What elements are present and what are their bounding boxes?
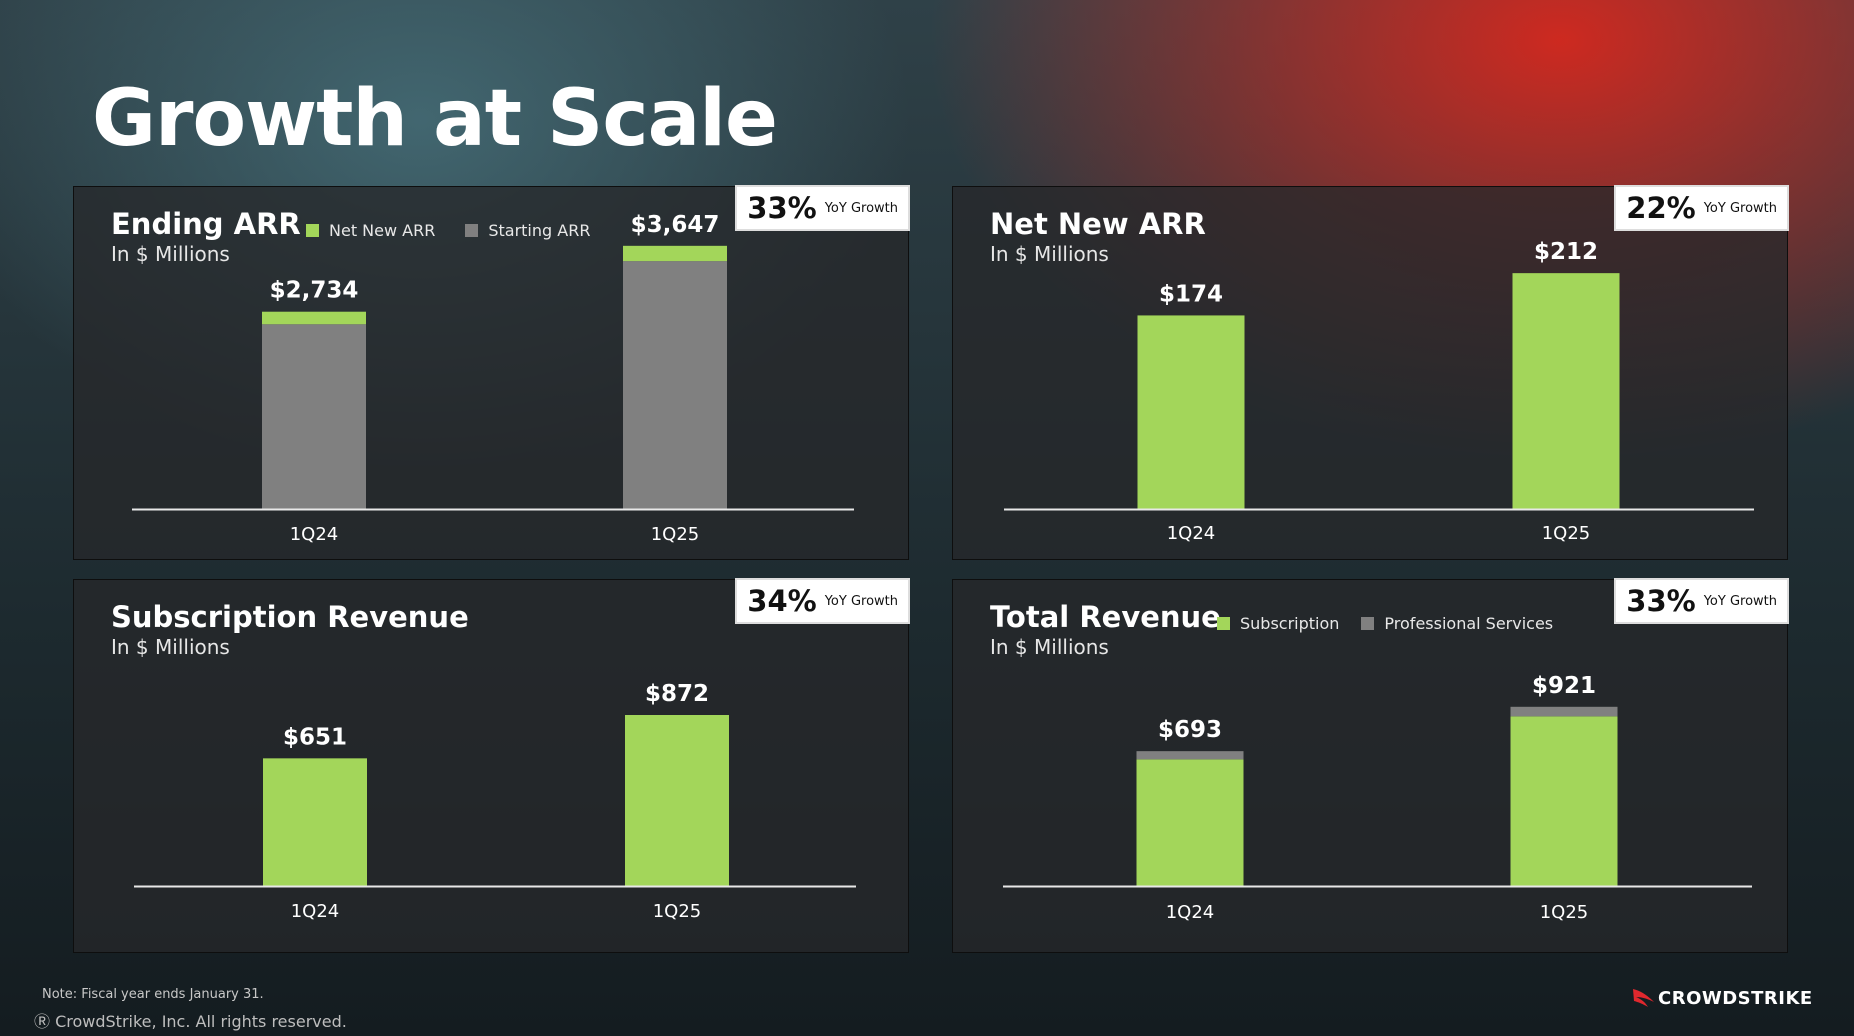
yoy-growth-badge: 33% YoY Growth <box>735 185 910 231</box>
yoy-growth-badge: 22% YoY Growth <box>1614 185 1789 231</box>
data-label: $872 <box>645 681 709 707</box>
net-new-arr-panel: Net New ARR In $ Millions 22% YoY Growth… <box>952 185 1789 560</box>
panel-title: Net New ARR <box>990 207 1206 241</box>
legend: Subscription Professional Services <box>1217 614 1553 633</box>
legend-swatch-green <box>306 224 319 237</box>
yoy-growth-badge: 34% YoY Growth <box>735 578 910 624</box>
legend-item-professional-services: Professional Services <box>1384 614 1554 633</box>
yoy-growth-label: YoY Growth <box>1703 200 1777 216</box>
bar-starting-arr-1q25 <box>623 261 727 509</box>
subscription-revenue-panel: Subscription Revenue In $ Millions 34% Y… <box>73 578 910 953</box>
legend-swatch-gray <box>465 224 479 237</box>
bar-net-new-arr-1q24 <box>262 311 366 325</box>
copyright-icon: Ⓡ <box>34 1012 56 1031</box>
data-label: $3,647 <box>631 212 720 238</box>
legend: Net New ARR Starting ARR <box>306 221 590 240</box>
copyright-text: CrowdStrike, Inc. All rights reserved. <box>55 1012 347 1031</box>
legend-item-net-new-arr: Net New ARR <box>329 221 436 240</box>
category-label: 1Q24 <box>290 524 339 545</box>
bar-value-1q24 <box>263 758 367 886</box>
legend-item-starting-arr: Starting ARR <box>488 221 591 240</box>
panel-subtitle: In $ Millions <box>990 242 1109 266</box>
category-label: 1Q25 <box>651 524 700 545</box>
legend-swatch-gray <box>1361 617 1375 630</box>
legend-item-subscription: Subscription <box>1240 614 1340 633</box>
category-label: 1Q25 <box>1540 902 1589 923</box>
copyright: Ⓡ CrowdStrike, Inc. All rights reserved. <box>34 1008 347 1032</box>
data-label: $693 <box>1158 717 1222 743</box>
panel-title: Subscription Revenue <box>111 600 469 634</box>
total-revenue-chart: $693 1Q24 $921 1Q25 <box>1003 673 1752 923</box>
yoy-growth-value: 34% <box>747 584 817 618</box>
page-title: Growth at Scale <box>92 74 778 164</box>
bar-professional-services-1q24 <box>1136 751 1244 760</box>
bar-net-new-arr-1q25 <box>623 245 727 262</box>
ending-arr-panel: Ending ARR In $ Millions Net New ARR Sta… <box>73 185 910 560</box>
subscription-revenue-chart: $651 1Q24 $872 1Q25 <box>134 681 856 922</box>
data-label: $212 <box>1534 239 1598 265</box>
bar-value-1q24 <box>1137 315 1245 509</box>
yoy-growth-value: 33% <box>747 191 817 225</box>
yoy-growth-label: YoY Growth <box>824 200 898 216</box>
footnote: Note: Fiscal year ends January 31. <box>42 987 264 1002</box>
net-new-arr-chart: $174 1Q24 $212 1Q25 <box>1004 239 1754 544</box>
bar-professional-services-1q25 <box>1510 706 1618 717</box>
data-label: $651 <box>283 724 347 750</box>
category-label: 1Q24 <box>1166 902 1215 923</box>
category-label: 1Q25 <box>1542 523 1591 544</box>
logo-text: CROWDSTRIKE <box>1658 987 1813 1009</box>
bar-subscription-1q25 <box>1510 716 1618 886</box>
ending-arr-chart: $2,734 1Q24 $3,647 1Q25 <box>132 212 854 545</box>
bar-subscription-1q24 <box>1136 759 1244 886</box>
panel-subtitle: In $ Millions <box>111 635 230 659</box>
bar-value-1q25 <box>625 715 729 886</box>
category-label: 1Q24 <box>1167 523 1216 544</box>
total-revenue-panel: Total Revenue In $ Millions Subscription… <box>952 578 1789 953</box>
category-label: 1Q25 <box>653 901 702 922</box>
category-label: 1Q24 <box>291 901 340 922</box>
panel-title: Ending ARR <box>111 207 301 241</box>
data-label: $174 <box>1159 281 1223 307</box>
yoy-growth-badge: 33% YoY Growth <box>1614 578 1789 624</box>
bar-starting-arr-1q24 <box>262 324 366 509</box>
crowdstrike-logo: CROWDSTRIKE <box>1632 985 1813 1011</box>
yoy-growth-label: YoY Growth <box>1703 593 1777 609</box>
panel-subtitle: In $ Millions <box>111 242 230 266</box>
panel-subtitle: In $ Millions <box>990 635 1109 659</box>
panel-title: Total Revenue <box>990 600 1221 634</box>
data-label: $921 <box>1532 673 1596 699</box>
yoy-growth-label: YoY Growth <box>824 593 898 609</box>
data-label: $2,734 <box>270 278 359 304</box>
falcon-icon <box>1633 989 1654 1007</box>
bar-value-1q25 <box>1512 273 1620 509</box>
legend-swatch-green <box>1217 617 1230 630</box>
yoy-growth-value: 33% <box>1626 584 1696 618</box>
yoy-growth-value: 22% <box>1626 191 1696 225</box>
